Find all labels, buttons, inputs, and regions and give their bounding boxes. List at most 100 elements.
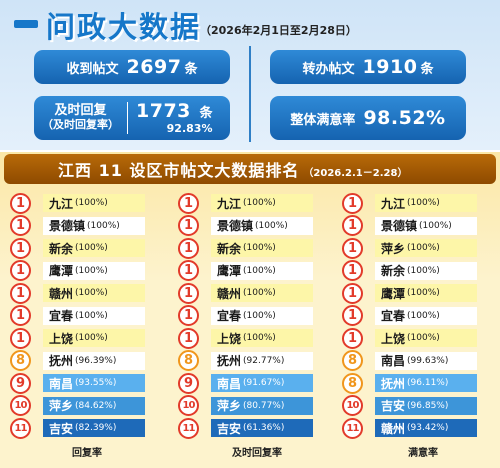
ranking-row: 1 赣州 (100%) (10, 282, 160, 305)
city-cell: 鹰潭 (100%) (211, 261, 313, 280)
city-cell: 吉安 (61.36%) (211, 419, 313, 438)
city-name: 鹰潭 (217, 264, 242, 279)
column-caption-satisfaction-rate: 满意率 (408, 448, 438, 459)
city-name: 新余 (381, 264, 406, 279)
city-name: 萍乡 (381, 241, 406, 256)
stat-received-unit: 条 (184, 61, 198, 77)
city-name: 赣州 (49, 286, 74, 301)
rank-badge: 1 (10, 327, 31, 349)
city-cell: 宜春 (100%) (43, 306, 145, 325)
page-title: 问政大数据 (46, 10, 202, 44)
rank-badge: 1 (342, 192, 363, 214)
rank-badge: 1 (178, 327, 199, 349)
city-cell: 南昌 (91.67%) (211, 374, 313, 393)
city-rate: (100%) (75, 288, 108, 299)
city-name: 吉安 (49, 421, 74, 436)
city-name: 宜春 (217, 309, 242, 324)
ranking-row: 9 南昌 (93.55%) (10, 372, 160, 395)
stat-timely-separator (127, 102, 128, 134)
ranking-row: 1 景德镇 (100%) (342, 215, 492, 238)
city-rate: (100%) (75, 198, 108, 209)
ranking-subtitle: （2026.2.1－2.28） (303, 167, 408, 179)
city-rate: (100%) (75, 265, 108, 276)
city-cell: 新余 (100%) (211, 239, 313, 258)
city-rate: (100%) (407, 243, 440, 254)
ranking-row: 1 鹰潭 (100%) (10, 260, 160, 283)
stat-timely: 及时回复 （及时回复率） 1773 条 92.83% (34, 96, 230, 140)
city-name: 鹰潭 (49, 264, 74, 279)
stat-timely-label: 及时回复 （及时回复率） (42, 104, 119, 132)
city-cell: 南昌 (99.63%) (375, 351, 477, 370)
city-name: 抚州 (49, 354, 74, 369)
rank-badge: 8 (342, 372, 363, 394)
rank-badge: 8 (178, 350, 199, 372)
city-cell: 九江 (100%) (375, 194, 477, 213)
stat-received-value: 2697 (126, 56, 182, 78)
rank-badge: 1 (342, 327, 363, 349)
title-decoration (14, 20, 38, 28)
ranking-row: 1 新余 (100%) (178, 237, 328, 260)
stat-satisfaction-label: 整体满意率 (290, 112, 356, 128)
city-cell: 上饶 (100%) (43, 329, 145, 348)
city-name: 抚州 (217, 354, 242, 369)
rank-badge: 8 (342, 350, 363, 372)
ranking-row: 1 宜春 (100%) (10, 305, 160, 328)
city-name: 赣州 (381, 421, 406, 436)
city-cell: 赣州 (93.42%) (375, 419, 477, 438)
date-range: （2026年2月1日至2月28日） (200, 24, 357, 37)
ranking-title: 江西 11 设区市帖文大数据排名 (58, 161, 300, 180)
rank-badge: 10 (10, 395, 31, 417)
city-cell: 上饶 (100%) (375, 329, 477, 348)
rank-badge: 1 (178, 282, 199, 304)
city-rate: (100%) (75, 310, 108, 321)
city-cell: 九江 (100%) (43, 194, 145, 213)
stat-transferred: 转办帖文 1910 条 (270, 50, 466, 84)
city-rate: (80.77%) (243, 400, 285, 411)
city-cell: 抚州 (96.11%) (375, 374, 477, 393)
city-rate: (93.42%) (407, 423, 449, 434)
stat-timely-label-line2: （及时回复率） (42, 118, 119, 131)
city-name: 景德镇 (49, 219, 86, 234)
ranking-row: 1 新余 (100%) (10, 237, 160, 260)
city-name: 九江 (49, 196, 74, 211)
city-cell: 九江 (100%) (211, 194, 313, 213)
rank-badge: 10 (178, 395, 199, 417)
city-rate: (96.11%) (407, 378, 449, 389)
stat-timely-rate: 92.83% (166, 121, 213, 135)
rank-badge: 1 (10, 305, 31, 327)
city-rate: (100%) (243, 310, 276, 321)
city-name: 吉安 (217, 421, 242, 436)
city-rate: (100%) (243, 198, 276, 209)
city-rate: (100%) (407, 288, 440, 299)
rank-badge: 9 (178, 372, 199, 394)
summary-panel: 问政大数据 （2026年2月1日至2月28日） 收到帖文 2697 条 及时回复… (0, 0, 500, 150)
ranking-row: 1 赣州 (100%) (178, 282, 328, 305)
vertical-divider (249, 46, 251, 142)
city-cell: 抚州 (92.77%) (211, 351, 313, 370)
ranking-row: 10 吉安 (96.85%) (342, 395, 492, 418)
ranking-row: 1 九江 (100%) (342, 192, 492, 215)
stat-timely-label-line1: 及时回复 (54, 103, 107, 118)
city-cell: 新余 (100%) (43, 239, 145, 258)
ranking-column-reply-rate: 1 九江 (100%) 1 景德镇 (100%) 1 新余 (100%) 1 鹰潭 (100%) 1 赣州… (10, 192, 160, 440)
stat-received-label: 收到帖文 (66, 61, 119, 77)
ranking-row: 1 新余 (100%) (342, 260, 492, 283)
city-rate: (99.63%) (407, 355, 449, 366)
city-name: 宜春 (49, 309, 74, 324)
city-cell: 抚州 (96.39%) (43, 351, 145, 370)
city-name: 萍乡 (49, 399, 74, 414)
column-caption-reply-rate: 回复率 (72, 448, 102, 459)
city-name: 新余 (217, 241, 242, 256)
city-rate: (100%) (407, 265, 440, 276)
city-rate: (61.36%) (243, 423, 285, 434)
ranking-row: 11 赣州 (93.42%) (342, 417, 492, 440)
stat-timely-unit: 条 (199, 105, 213, 121)
rank-badge: 9 (10, 372, 31, 394)
ranking-row: 8 南昌 (99.63%) (342, 350, 492, 373)
rank-badge: 8 (10, 350, 31, 372)
ranking-row: 1 上饶 (100%) (342, 327, 492, 350)
rank-badge: 1 (178, 305, 199, 327)
city-cell: 新余 (100%) (375, 261, 477, 280)
ranking-column-satisfaction-rate: 1 九江 (100%) 1 景德镇 (100%) 1 萍乡 (100%) 1 新余 (100%) 1 鹰潭… (342, 192, 492, 440)
ranking-column-timely-rate: 1 九江 (100%) 1 景德镇 (100%) 1 新余 (100%) 1 鹰潭 (100%) 1 赣州… (178, 192, 328, 440)
